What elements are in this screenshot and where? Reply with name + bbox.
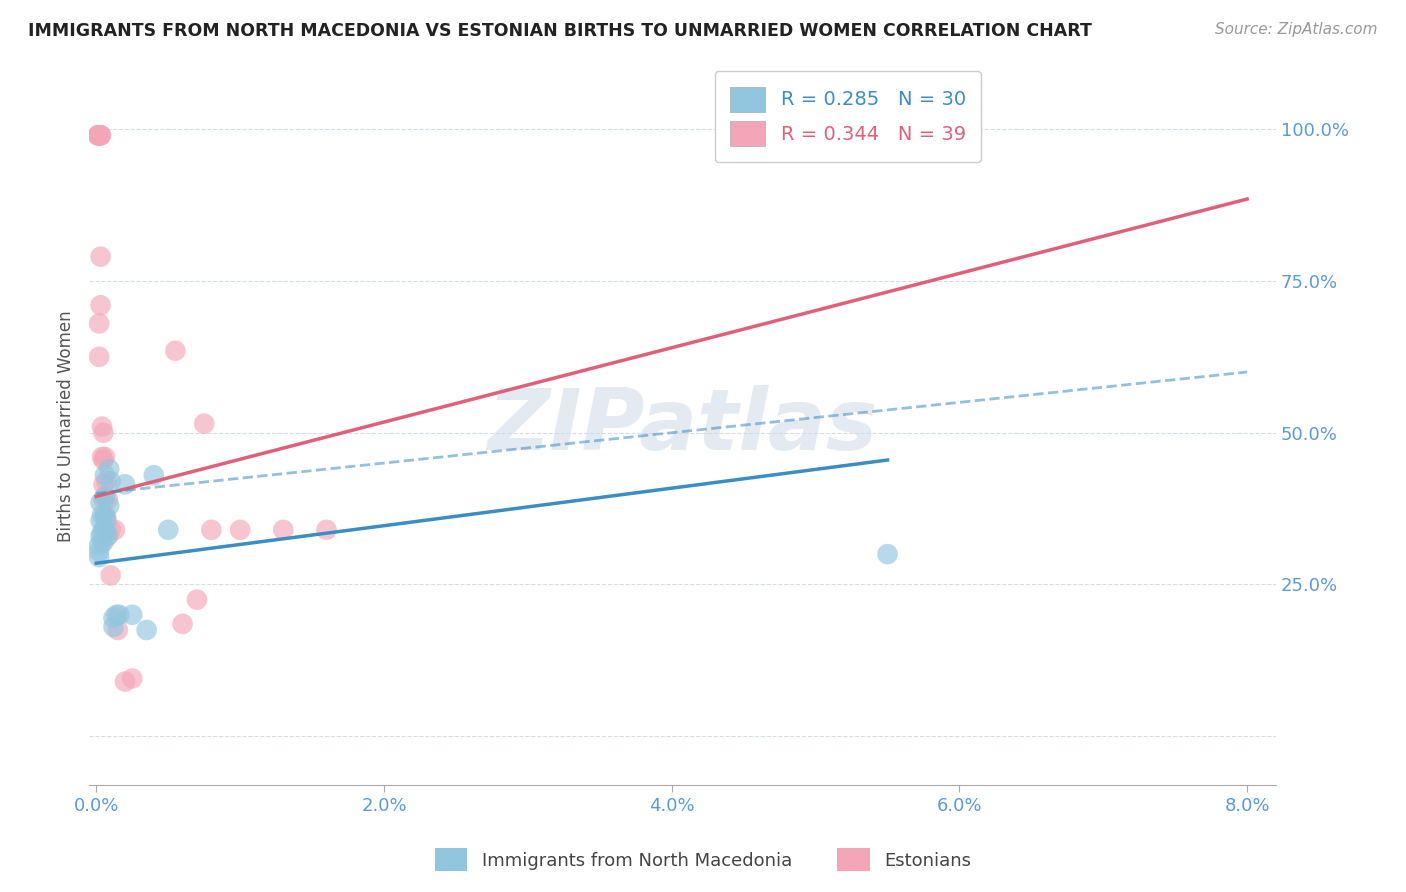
Y-axis label: Births to Unmarried Women: Births to Unmarried Women bbox=[58, 310, 75, 542]
Point bbox=[93, 425, 115, 440]
Point bbox=[98, 499, 121, 513]
Point bbox=[89, 317, 111, 331]
Point bbox=[90, 514, 112, 528]
Point bbox=[93, 535, 115, 549]
Text: IMMIGRANTS FROM NORTH MACEDONIA VS ESTONIAN BIRTHS TO UNMARRIED WOMEN CORRELATIO: IMMIGRANTS FROM NORTH MACEDONIA VS ESTON… bbox=[28, 22, 1092, 40]
Point bbox=[114, 674, 136, 689]
Point bbox=[100, 523, 122, 537]
Point bbox=[94, 508, 117, 522]
Point bbox=[90, 529, 112, 543]
Point bbox=[271, 523, 294, 537]
Point bbox=[94, 468, 117, 483]
Point bbox=[89, 128, 111, 143]
Point bbox=[91, 525, 114, 540]
Point bbox=[107, 623, 129, 637]
Point bbox=[90, 128, 112, 143]
Point bbox=[103, 620, 125, 634]
Point bbox=[94, 490, 117, 504]
Point bbox=[91, 535, 114, 549]
Point bbox=[104, 523, 127, 537]
Point bbox=[100, 568, 122, 582]
Point bbox=[193, 417, 215, 431]
Point bbox=[93, 453, 115, 467]
Point bbox=[200, 523, 222, 537]
Point bbox=[114, 477, 136, 491]
Point bbox=[186, 592, 208, 607]
Point bbox=[94, 510, 117, 524]
Point bbox=[89, 128, 111, 143]
Point bbox=[89, 128, 111, 143]
Point bbox=[108, 607, 131, 622]
Point bbox=[96, 475, 118, 489]
Point bbox=[94, 450, 117, 464]
Point bbox=[87, 128, 110, 143]
Text: ZIPatlas: ZIPatlas bbox=[488, 385, 877, 468]
Legend: R = 0.285   N = 30, R = 0.344   N = 39: R = 0.285 N = 30, R = 0.344 N = 39 bbox=[714, 71, 981, 161]
Point bbox=[90, 298, 112, 312]
Point bbox=[121, 607, 143, 622]
Point bbox=[97, 492, 120, 507]
Point bbox=[103, 611, 125, 625]
Point bbox=[90, 250, 112, 264]
Point bbox=[89, 544, 111, 558]
Point bbox=[172, 616, 194, 631]
Point bbox=[89, 550, 111, 565]
Point bbox=[91, 419, 114, 434]
Point bbox=[87, 128, 110, 143]
Point bbox=[86, 128, 108, 143]
Point bbox=[94, 490, 117, 504]
Point bbox=[91, 450, 114, 464]
Point bbox=[91, 508, 114, 522]
Point bbox=[89, 350, 111, 364]
Point bbox=[98, 462, 121, 476]
Point bbox=[142, 468, 165, 483]
Point bbox=[96, 510, 118, 524]
Point bbox=[100, 475, 122, 489]
Point bbox=[315, 523, 337, 537]
Point bbox=[135, 623, 157, 637]
Point bbox=[96, 514, 118, 528]
Point bbox=[93, 492, 115, 507]
Point bbox=[93, 523, 115, 537]
Point bbox=[90, 495, 112, 509]
Point bbox=[97, 529, 120, 543]
Point bbox=[157, 523, 180, 537]
Point bbox=[876, 547, 898, 561]
Point bbox=[165, 343, 187, 358]
Point bbox=[121, 672, 143, 686]
Point bbox=[93, 477, 115, 491]
Text: Source: ZipAtlas.com: Source: ZipAtlas.com bbox=[1215, 22, 1378, 37]
Point bbox=[229, 523, 252, 537]
Point bbox=[97, 529, 120, 543]
Legend: Immigrants from North Macedonia, Estonians: Immigrants from North Macedonia, Estonia… bbox=[427, 841, 979, 879]
Point bbox=[89, 538, 111, 552]
Point bbox=[96, 523, 118, 537]
Point bbox=[105, 607, 128, 622]
Point bbox=[90, 128, 112, 143]
